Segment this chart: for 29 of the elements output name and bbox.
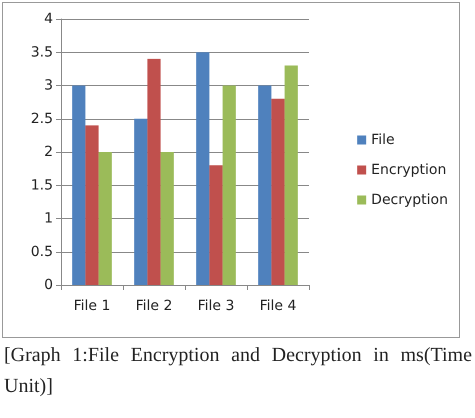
bar — [160, 152, 174, 285]
bar — [209, 165, 223, 285]
bar — [85, 125, 99, 285]
y-tick-label: 3 — [44, 78, 53, 94]
x-tick-label: File 3 — [198, 298, 234, 314]
y-tick-label: 1 — [44, 210, 53, 226]
y-tick-label: 0 — [44, 277, 53, 293]
bar — [222, 86, 236, 285]
legend-label: Decryption — [371, 192, 448, 208]
x-tick-label: File 1 — [74, 298, 110, 314]
bar — [258, 86, 272, 285]
x-tick-label: File 4 — [260, 298, 296, 314]
y-tick-label: 1.5 — [30, 177, 53, 194]
text: [Graph 1:File Encryption and Decryption in ms(Time Unit)] — [4, 343, 472, 399]
x-tick-label: File 2 — [136, 298, 172, 314]
y-tick-label: 3.5 — [30, 44, 53, 60]
bar — [196, 52, 210, 285]
legend-label: File — [371, 132, 395, 148]
y-tick-label: 2.5 — [30, 110, 53, 127]
legend-label: Encryption — [371, 162, 446, 178]
y-tick-label: 4 — [44, 11, 54, 27]
bar — [284, 66, 298, 285]
bar — [98, 152, 112, 285]
y-tick-label: 2 — [44, 144, 53, 160]
y-tick-label: 0.5 — [30, 244, 53, 260]
bar — [72, 86, 86, 285]
bar — [271, 98, 285, 285]
bar — [134, 118, 148, 285]
bar — [147, 58, 161, 285]
